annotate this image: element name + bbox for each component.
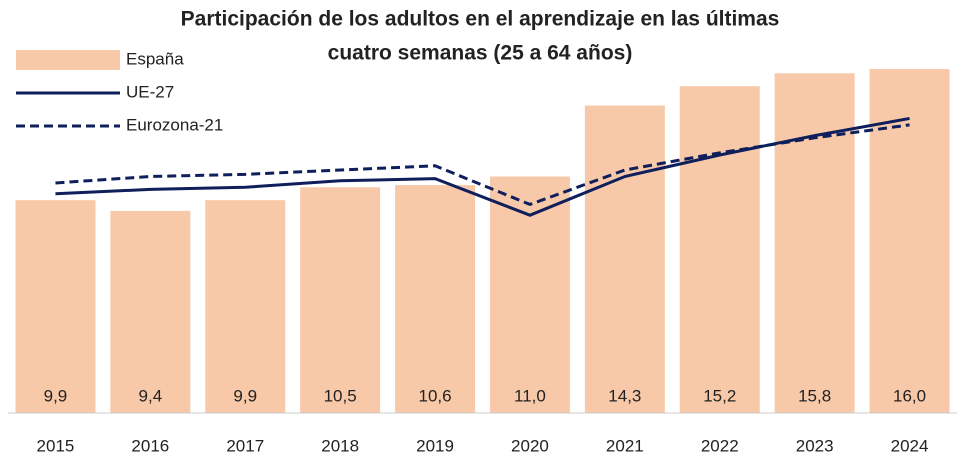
legend-swatch: [16, 50, 120, 70]
bar: [869, 69, 950, 413]
data-label: 14,3: [608, 386, 641, 405]
bar: [679, 86, 760, 413]
bar: [15, 200, 96, 413]
line-series: [55, 116, 910, 217]
bar: [584, 105, 665, 414]
data-label: 11,0: [514, 386, 546, 405]
x-tick-label: 2016: [131, 436, 169, 455]
data-label: 9,9: [233, 386, 257, 405]
bar: [205, 200, 286, 413]
data-label: 15,2: [703, 386, 736, 405]
lines: España UE-27 Eurozona-21 2015 2016 2017 2018 20…: [8, 49, 957, 455]
bar: [489, 176, 570, 413]
x-tick-label: 2023: [796, 436, 834, 455]
chart-title: cuatro semanas (25 a 64 años): [328, 42, 633, 65]
bar: [110, 210, 191, 413]
x-tick-label: 2020: [511, 436, 549, 455]
x-tick-label: 2018: [321, 436, 359, 455]
data-label: 10,6: [419, 386, 452, 405]
data-label: 9,9: [44, 386, 68, 405]
x-tick-label: 2015: [37, 436, 75, 455]
chart-title: Participación de los adultos en el apren…: [181, 8, 780, 31]
bar: [774, 73, 855, 414]
bar: [300, 187, 381, 413]
data-label: 10,5: [324, 386, 357, 405]
line-series: [55, 123, 910, 207]
legend-label: España: [126, 49, 184, 68]
data-label: 9,4: [139, 386, 163, 405]
bar: [395, 185, 476, 413]
legend-label: Eurozona-21: [126, 115, 223, 134]
x-tick-label: 2017: [226, 436, 264, 455]
x-tick-label: 2021: [606, 436, 644, 455]
x-tick-label: 2024: [891, 436, 929, 455]
x-tick-label: 2019: [416, 436, 454, 455]
legend-label: UE-27: [126, 82, 174, 101]
x-tick-label: 2022: [701, 436, 739, 455]
data-label: 15,8: [798, 386, 831, 405]
data-label: 16,0: [893, 386, 926, 405]
